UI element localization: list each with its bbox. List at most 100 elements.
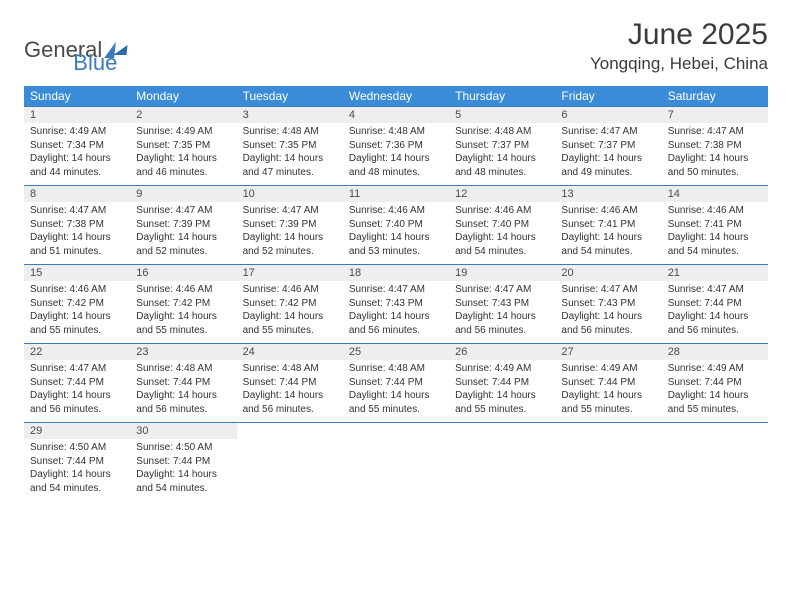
day-ss: Sunset: 7:41 PM — [561, 218, 655, 232]
day-ss: Sunset: 7:42 PM — [30, 297, 124, 311]
day-d1: Daylight: 14 hours — [243, 152, 337, 166]
day-sr: Sunrise: 4:47 AM — [136, 204, 230, 218]
day-sr: Sunrise: 4:49 AM — [136, 125, 230, 139]
day-d2: and 49 minutes. — [561, 166, 655, 180]
day-sr: Sunrise: 4:46 AM — [668, 204, 762, 218]
day-d2: and 55 minutes. — [349, 403, 443, 417]
day-d2: and 56 minutes. — [668, 324, 762, 338]
day-number: 22 — [30, 346, 42, 358]
day-detail-cell: Sunrise: 4:47 AMSunset: 7:44 PMDaylight:… — [24, 360, 130, 423]
day-d2: and 44 minutes. — [30, 166, 124, 180]
day-d2: and 55 minutes. — [561, 403, 655, 417]
day-sr: Sunrise: 4:49 AM — [30, 125, 124, 139]
day-d1: Daylight: 14 hours — [243, 310, 337, 324]
day-d1: Daylight: 14 hours — [455, 389, 549, 403]
day-d1: Daylight: 14 hours — [136, 231, 230, 245]
day-sr: Sunrise: 4:46 AM — [561, 204, 655, 218]
day-d2: and 56 minutes. — [243, 403, 337, 417]
week-daynum-row: 2930 — [24, 423, 768, 440]
day-ss: Sunset: 7:43 PM — [455, 297, 549, 311]
day-detail-cell: Sunrise: 4:46 AMSunset: 7:41 PMDaylight:… — [662, 202, 768, 265]
day-detail-cell: Sunrise: 4:48 AMSunset: 7:44 PMDaylight:… — [130, 360, 236, 423]
day-detail-cell: Sunrise: 4:48 AMSunset: 7:35 PMDaylight:… — [237, 123, 343, 186]
day-number-cell: 26 — [449, 344, 555, 361]
day-d1: Daylight: 14 hours — [136, 310, 230, 324]
day-number: 3 — [243, 109, 249, 121]
day-d2: and 54 minutes. — [455, 245, 549, 259]
day-number: 10 — [243, 188, 255, 200]
day-number-cell: 17 — [237, 265, 343, 282]
day-d2: and 55 minutes. — [243, 324, 337, 338]
day-d1: Daylight: 14 hours — [349, 231, 443, 245]
day-detail-cell: Sunrise: 4:47 AMSunset: 7:37 PMDaylight:… — [555, 123, 661, 186]
calendar-table: Sunday Monday Tuesday Wednesday Thursday… — [24, 86, 768, 501]
day-ss: Sunset: 7:34 PM — [30, 139, 124, 153]
day-detail-cell: Sunrise: 4:46 AMSunset: 7:42 PMDaylight:… — [24, 281, 130, 344]
day-number: 29 — [30, 425, 42, 437]
day-detail-cell: Sunrise: 4:47 AMSunset: 7:38 PMDaylight:… — [662, 123, 768, 186]
day-sr: Sunrise: 4:47 AM — [455, 283, 549, 297]
day-d2: and 53 minutes. — [349, 245, 443, 259]
day-sr: Sunrise: 4:46 AM — [30, 283, 124, 297]
day-sr: Sunrise: 4:48 AM — [349, 125, 443, 139]
day-d1: Daylight: 14 hours — [455, 152, 549, 166]
day-d1: Daylight: 14 hours — [668, 310, 762, 324]
day-number-cell: 24 — [237, 344, 343, 361]
week-daynum-row: 22232425262728 — [24, 344, 768, 361]
day-d1: Daylight: 14 hours — [561, 152, 655, 166]
day-sr: Sunrise: 4:48 AM — [349, 362, 443, 376]
day-number: 24 — [243, 346, 255, 358]
day-sr: Sunrise: 4:47 AM — [561, 125, 655, 139]
day-ss: Sunset: 7:35 PM — [243, 139, 337, 153]
day-number-cell: 25 — [343, 344, 449, 361]
week-daynum-row: 15161718192021 — [24, 265, 768, 282]
day-number-cell — [662, 423, 768, 440]
day-d2: and 54 minutes. — [30, 482, 124, 496]
day-number: 2 — [136, 109, 142, 121]
day-detail-cell: Sunrise: 4:46 AMSunset: 7:40 PMDaylight:… — [449, 202, 555, 265]
day-detail-cell: Sunrise: 4:47 AMSunset: 7:43 PMDaylight:… — [343, 281, 449, 344]
day-ss: Sunset: 7:36 PM — [349, 139, 443, 153]
week-detail-row: Sunrise: 4:50 AMSunset: 7:44 PMDaylight:… — [24, 439, 768, 501]
day-d2: and 48 minutes. — [349, 166, 443, 180]
day-d1: Daylight: 14 hours — [30, 468, 124, 482]
day-ss: Sunset: 7:44 PM — [30, 376, 124, 390]
day-detail-cell: Sunrise: 4:48 AMSunset: 7:44 PMDaylight:… — [237, 360, 343, 423]
day-number-cell: 6 — [555, 107, 661, 124]
day-number: 25 — [349, 346, 361, 358]
day-number-cell — [237, 423, 343, 440]
day-ss: Sunset: 7:40 PM — [349, 218, 443, 232]
day-d2: and 52 minutes. — [136, 245, 230, 259]
day-detail-cell — [343, 439, 449, 501]
day-d1: Daylight: 14 hours — [668, 152, 762, 166]
day-number-cell: 19 — [449, 265, 555, 282]
day-number-cell — [555, 423, 661, 440]
day-d1: Daylight: 14 hours — [243, 389, 337, 403]
day-number-cell: 22 — [24, 344, 130, 361]
location-label: Yongqing, Hebei, China — [590, 54, 768, 74]
day-detail-cell: Sunrise: 4:47 AMSunset: 7:43 PMDaylight:… — [555, 281, 661, 344]
day-number-cell: 11 — [343, 186, 449, 203]
day-ss: Sunset: 7:44 PM — [136, 455, 230, 469]
day-detail-cell: Sunrise: 4:49 AMSunset: 7:34 PMDaylight:… — [24, 123, 130, 186]
day-ss: Sunset: 7:38 PM — [668, 139, 762, 153]
day-sr: Sunrise: 4:49 AM — [668, 362, 762, 376]
day-number-cell: 9 — [130, 186, 236, 203]
day-sr: Sunrise: 4:47 AM — [243, 204, 337, 218]
day-number: 4 — [349, 109, 355, 121]
day-ss: Sunset: 7:37 PM — [561, 139, 655, 153]
day-d1: Daylight: 14 hours — [349, 310, 443, 324]
day-ss: Sunset: 7:44 PM — [243, 376, 337, 390]
logo: General Blue — [24, 24, 117, 76]
day-number: 15 — [30, 267, 42, 279]
day-d2: and 50 minutes. — [668, 166, 762, 180]
day-detail-cell: Sunrise: 4:48 AMSunset: 7:36 PMDaylight:… — [343, 123, 449, 186]
day-d1: Daylight: 14 hours — [455, 231, 549, 245]
day-d1: Daylight: 14 hours — [30, 231, 124, 245]
day-d1: Daylight: 14 hours — [136, 468, 230, 482]
day-number-cell: 27 — [555, 344, 661, 361]
title-block: June 2025 Yongqing, Hebei, China — [590, 18, 768, 74]
day-number: 16 — [136, 267, 148, 279]
day-detail-cell — [449, 439, 555, 501]
day-d2: and 56 minutes. — [561, 324, 655, 338]
